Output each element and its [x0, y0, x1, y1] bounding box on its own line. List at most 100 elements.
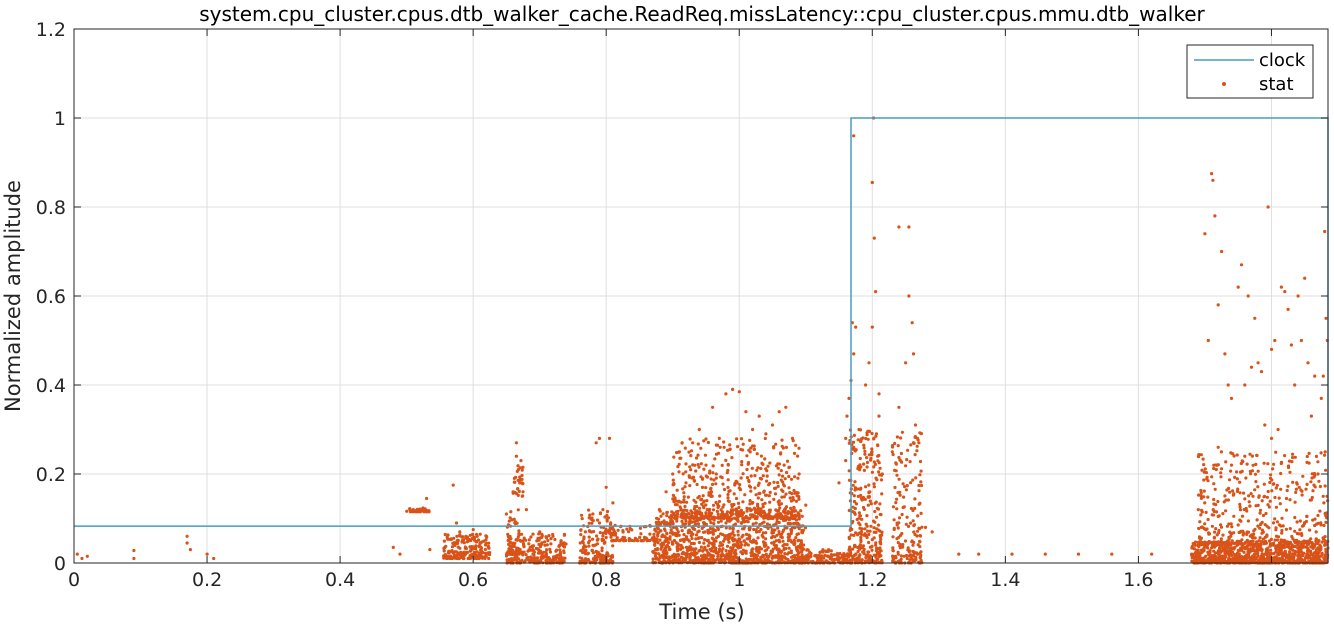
stat-point [700, 511, 704, 515]
stat-point [1190, 559, 1194, 563]
stat-point [1214, 540, 1218, 544]
stat-point [877, 461, 881, 465]
stat-point [744, 532, 749, 537]
stat-point [1248, 452, 1252, 456]
stat-point [741, 511, 745, 516]
stat-point [1197, 544, 1201, 549]
stat-point [872, 485, 877, 489]
stat-point [625, 527, 629, 531]
stat-point [774, 486, 778, 490]
stat-point [518, 481, 522, 485]
stat-point [890, 450, 894, 454]
stat-point [638, 535, 642, 540]
stat-point [794, 499, 799, 503]
stat-point [717, 550, 721, 554]
stat-point [1232, 514, 1236, 518]
stat-point [711, 405, 715, 409]
stat-point [520, 468, 524, 472]
stat-point [744, 410, 748, 414]
stat-point [1256, 559, 1260, 563]
stat-point [829, 549, 833, 553]
stat-point [728, 443, 732, 447]
stat-point [1223, 352, 1227, 356]
stat-point [753, 474, 757, 478]
stat-point [513, 490, 517, 495]
stat-point [700, 477, 705, 481]
stat-point [1304, 519, 1308, 524]
stat-point [1323, 453, 1327, 457]
stat-point [516, 487, 520, 491]
stat-point [796, 545, 800, 549]
stat-point [1274, 555, 1278, 559]
stat-point [687, 522, 691, 526]
stat-point [905, 556, 909, 561]
stat-point [1219, 550, 1223, 554]
x-tick-label: 1.8 [1256, 569, 1286, 591]
stat-point [913, 435, 918, 439]
stat-point [665, 531, 669, 535]
stat-point [847, 552, 851, 556]
stat-point [904, 522, 908, 526]
stat-point [1228, 548, 1232, 552]
stat-point [456, 538, 460, 543]
stat-point [1198, 537, 1202, 542]
stat-point [522, 550, 526, 554]
stat-point [792, 488, 796, 493]
stat-point [1212, 482, 1216, 486]
stat-point [745, 506, 749, 510]
legend-box [1186, 44, 1314, 99]
stat-point [1255, 453, 1259, 457]
stat-point [654, 551, 658, 556]
stat-point [711, 516, 715, 521]
stat-point [747, 527, 751, 531]
stat-point [521, 553, 525, 557]
stat-point [466, 556, 470, 561]
stat-point [764, 432, 768, 436]
stat-point [876, 444, 880, 448]
stat-point [1252, 559, 1256, 563]
stat-point [513, 522, 518, 526]
stat-point [800, 546, 805, 550]
stat-point [513, 558, 517, 562]
stat-point [693, 527, 697, 532]
stat-point [714, 536, 719, 540]
stat-point [660, 520, 664, 524]
stat-point [1196, 553, 1200, 557]
stat-point [1231, 489, 1235, 493]
stat-point [1255, 518, 1259, 522]
stat-point [794, 518, 799, 522]
stat-point [863, 452, 867, 456]
stat-point [1211, 513, 1216, 517]
stat-point [1247, 494, 1251, 498]
stat-point [721, 482, 725, 486]
stat-point [1294, 490, 1298, 494]
x-tick-label: 0 [68, 569, 80, 591]
stat-point [843, 554, 847, 558]
stat-point [857, 511, 862, 515]
stat-point [1306, 556, 1310, 560]
stat-point [518, 466, 522, 470]
stat-point [691, 475, 696, 479]
stat-point [893, 441, 897, 446]
stat-point [895, 507, 899, 511]
stat-point [1311, 489, 1315, 493]
stat-point [685, 537, 689, 542]
stat-point [721, 539, 726, 543]
stat-point [728, 526, 732, 530]
stat-point [1198, 520, 1202, 524]
stat-point [604, 485, 608, 489]
stat-point [706, 440, 711, 445]
stat-point [682, 533, 686, 537]
stat-point [1212, 466, 1216, 471]
stat-point [1291, 537, 1295, 541]
stat-point [878, 466, 882, 470]
stat-point [1288, 542, 1292, 546]
stat-point [736, 529, 740, 534]
stat-point [891, 549, 895, 553]
stat-point [1246, 540, 1250, 544]
stat-point [1232, 556, 1236, 560]
stat-point [664, 556, 668, 560]
stat-point [1312, 475, 1316, 479]
stat-point [779, 469, 783, 473]
stat-point [859, 465, 863, 469]
